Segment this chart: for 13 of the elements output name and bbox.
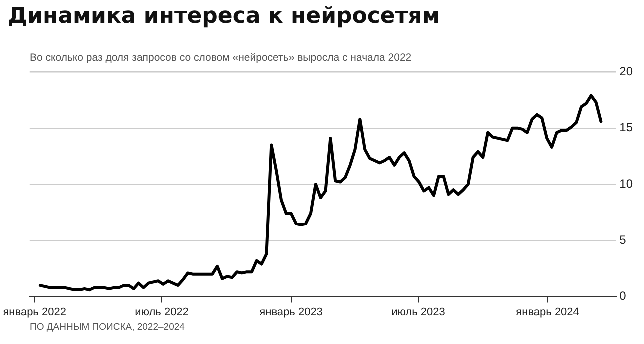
- y-tick-label: 10: [620, 176, 634, 191]
- y-tick-label: 20: [620, 64, 634, 79]
- y-tick-label: 5: [620, 232, 627, 247]
- y-tick-label: 15: [620, 120, 634, 135]
- y-tick-label: 0: [620, 289, 627, 304]
- chart-title: Динамика интереса к нейросетям: [8, 4, 440, 29]
- chart-subtitle: Во сколько раз доля запросов со словом «нейросеть» выросла с начала 2022: [30, 52, 412, 64]
- x-tick-label: июль 2022: [135, 306, 189, 318]
- x-tick-label: январь 2022: [3, 306, 66, 318]
- x-tick-label: январь 2024: [516, 306, 580, 318]
- x-tick-label: июль 2023: [392, 306, 446, 318]
- text: ПО ДАННЫМ ПОИСКА, 2022–2024: [30, 322, 185, 333]
- x-tick-label: январь 2023: [260, 306, 323, 318]
